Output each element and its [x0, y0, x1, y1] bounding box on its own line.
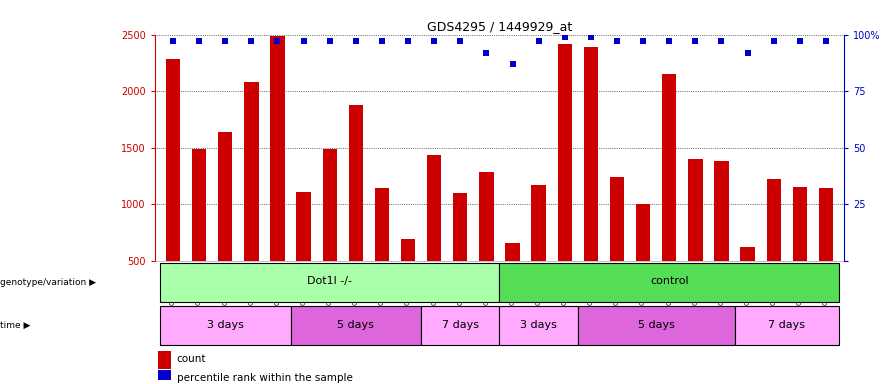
Bar — [271, 36, 285, 261]
Point — [610, 38, 624, 45]
Title: GDS4295 / 1449929_at: GDS4295 / 1449929_at — [427, 20, 572, 33]
Bar — [819, 188, 833, 261]
Point — [819, 38, 833, 45]
Bar — [688, 159, 703, 261]
Bar — [499, 263, 839, 302]
Bar — [427, 156, 441, 261]
Bar — [375, 188, 389, 261]
Point — [793, 38, 807, 45]
Bar — [714, 161, 728, 261]
Bar — [479, 172, 493, 261]
Point — [766, 38, 781, 45]
Bar — [766, 179, 781, 261]
Text: genotype/variation ▶: genotype/variation ▶ — [0, 278, 96, 287]
Point — [296, 38, 310, 45]
Bar — [421, 306, 499, 345]
Text: 3 days: 3 days — [207, 320, 244, 330]
Bar — [741, 247, 755, 261]
Text: count: count — [177, 354, 206, 364]
Bar — [323, 149, 337, 261]
Bar — [348, 104, 363, 261]
Bar — [610, 177, 624, 261]
Point — [714, 38, 728, 45]
Text: control: control — [650, 276, 689, 286]
Bar — [636, 204, 651, 261]
Bar — [578, 306, 735, 345]
Point — [271, 38, 285, 45]
Point — [583, 34, 598, 40]
Point — [218, 38, 232, 45]
Bar — [558, 44, 572, 261]
Text: 7 days: 7 days — [442, 320, 479, 330]
Point — [323, 38, 337, 45]
Bar — [244, 82, 258, 261]
Text: percentile rank within the sample: percentile rank within the sample — [177, 372, 353, 382]
Point — [479, 50, 493, 56]
Bar — [453, 193, 468, 261]
Bar — [218, 132, 232, 261]
Bar — [583, 47, 598, 261]
Bar — [192, 149, 206, 261]
Text: 7 days: 7 days — [768, 320, 805, 330]
Point — [741, 50, 755, 56]
Text: time ▶: time ▶ — [0, 321, 30, 330]
Point — [192, 38, 206, 45]
Point — [401, 38, 415, 45]
Bar — [158, 351, 171, 369]
Text: Dot1l -/-: Dot1l -/- — [308, 276, 352, 286]
Bar — [160, 263, 499, 302]
Bar — [793, 187, 807, 261]
Bar — [158, 371, 171, 384]
Bar — [400, 239, 415, 261]
Text: 5 days: 5 days — [637, 320, 674, 330]
Bar — [160, 306, 291, 345]
Text: 5 days: 5 days — [338, 320, 374, 330]
Bar — [506, 243, 520, 261]
Point — [453, 38, 468, 45]
Bar — [662, 74, 676, 261]
Point — [531, 38, 545, 45]
Bar — [499, 306, 578, 345]
Bar — [291, 306, 421, 345]
Point — [506, 61, 520, 67]
Point — [689, 38, 703, 45]
Bar — [166, 60, 180, 261]
Point — [375, 38, 389, 45]
Text: 3 days: 3 days — [520, 320, 557, 330]
Point — [244, 38, 258, 45]
Point — [558, 34, 572, 40]
Bar — [735, 306, 839, 345]
Point — [427, 38, 441, 45]
Bar — [296, 192, 311, 261]
Point — [662, 38, 676, 45]
Point — [166, 38, 180, 45]
Point — [636, 38, 651, 45]
Bar — [531, 185, 545, 261]
Point — [348, 38, 362, 45]
